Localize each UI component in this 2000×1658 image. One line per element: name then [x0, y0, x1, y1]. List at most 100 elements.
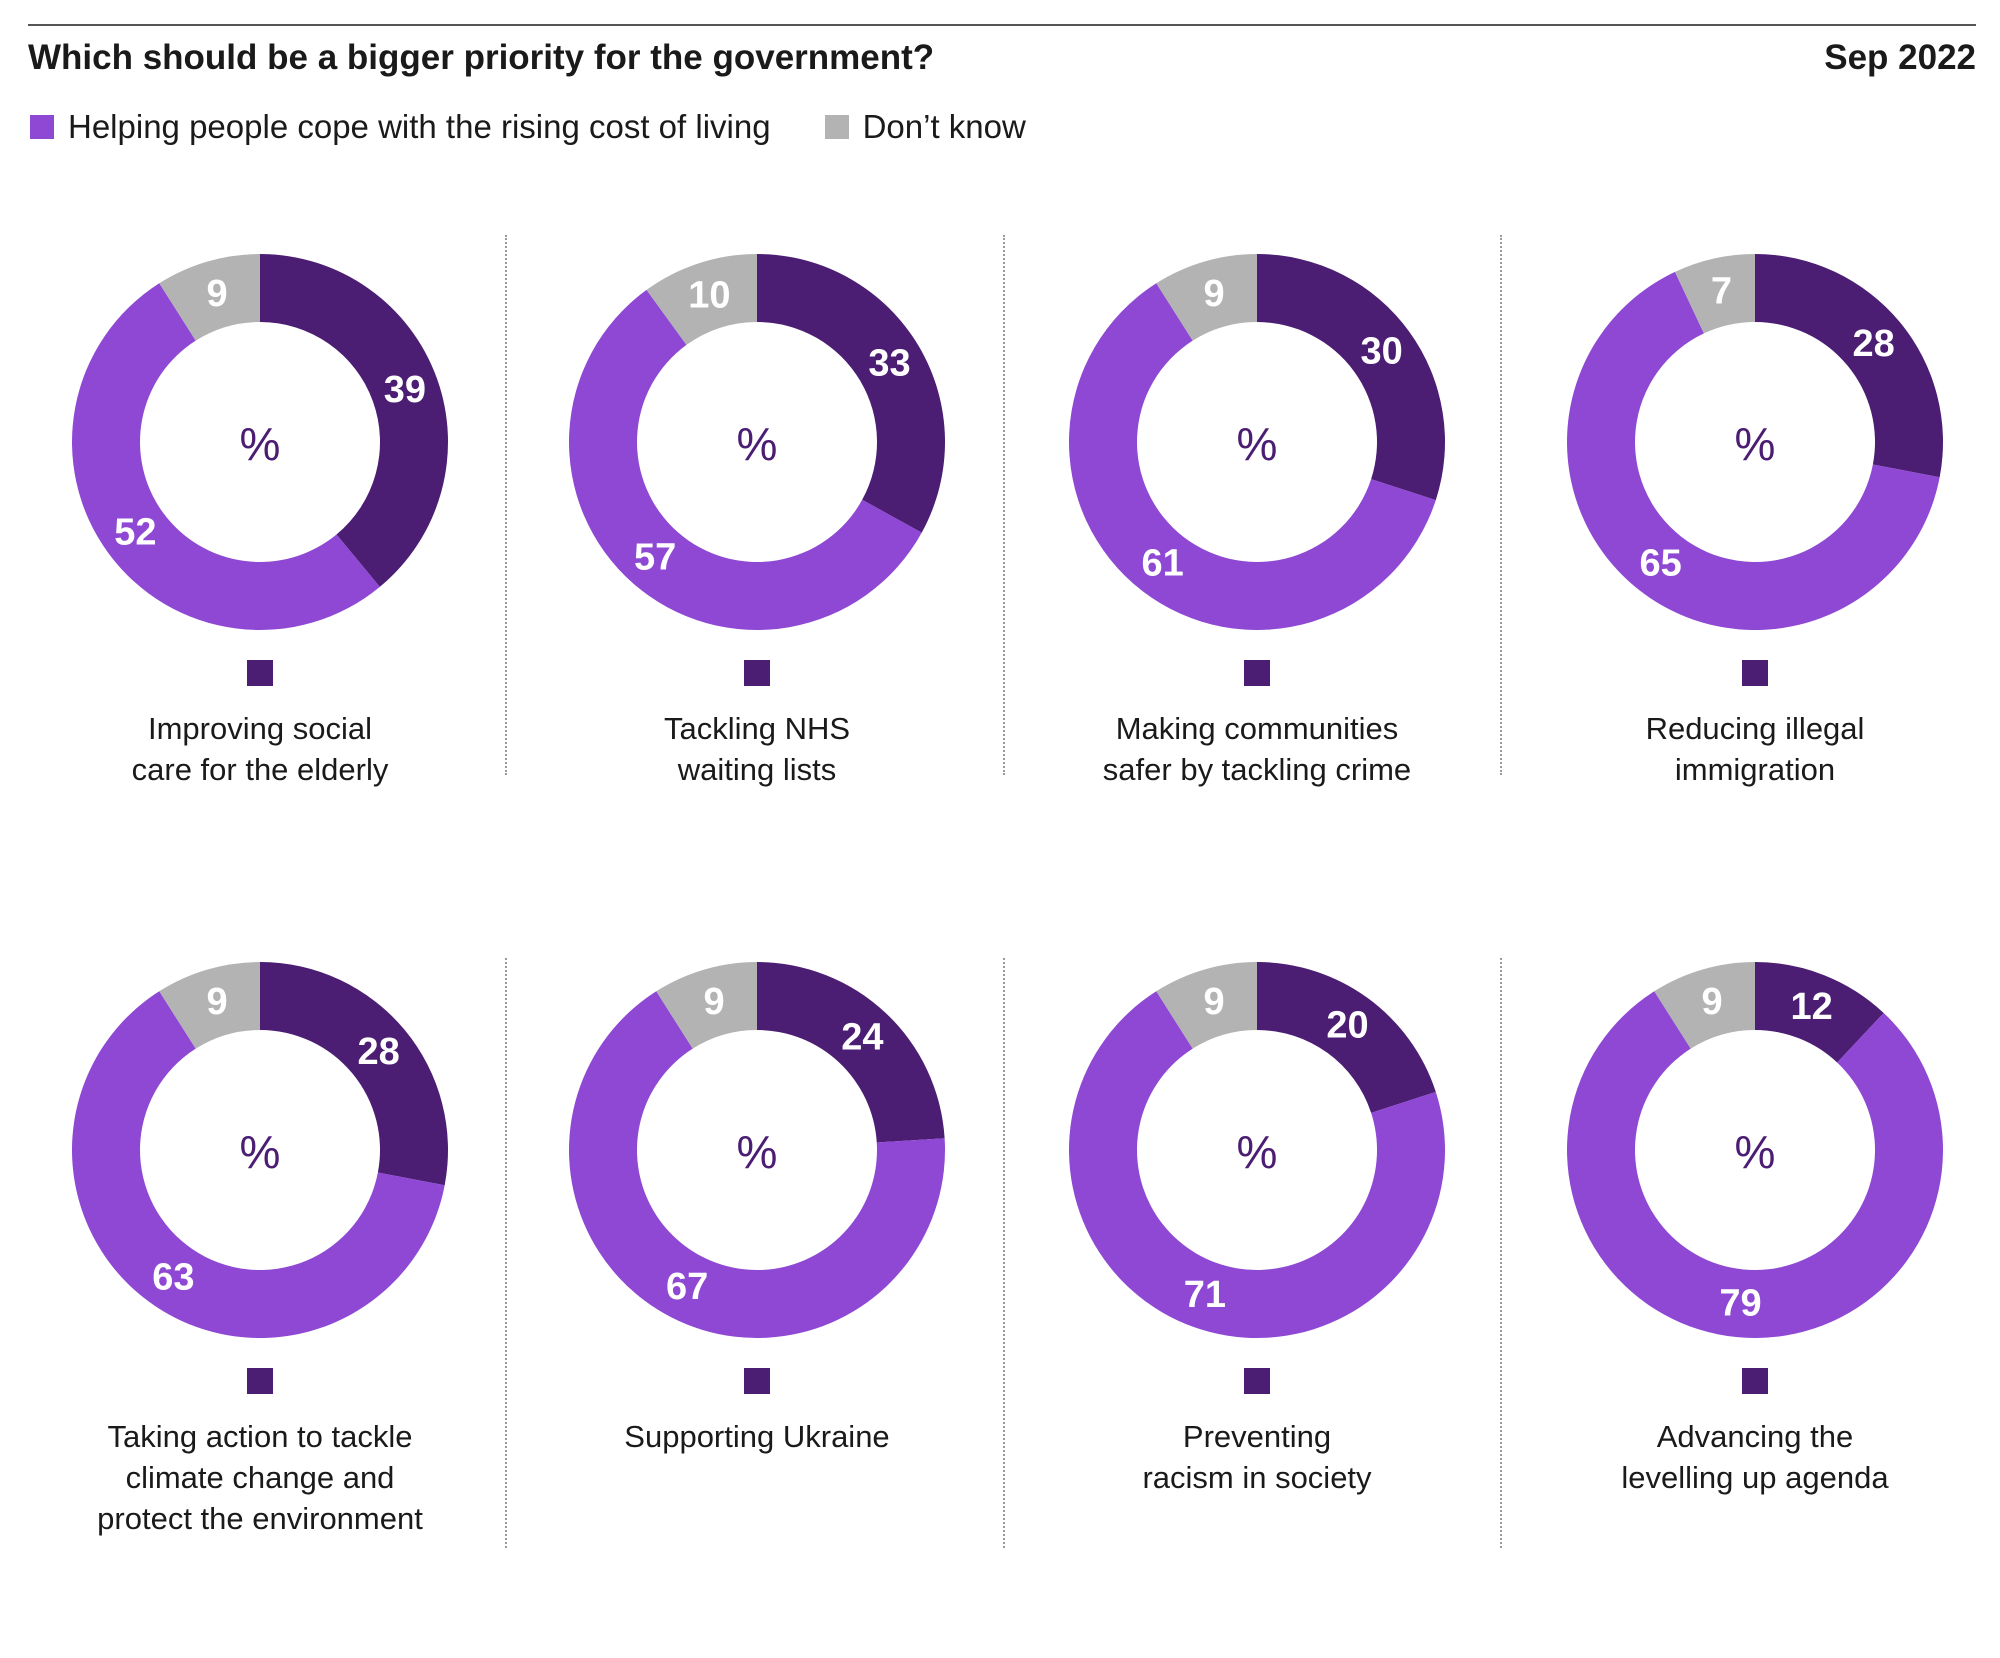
- category-label-line: racism in society: [1142, 1460, 1372, 1495]
- category-label-line: levelling up agenda: [1621, 1460, 1889, 1495]
- legend-label-dont-know: Don’t know: [862, 108, 1026, 145]
- category-label-line: Preventing: [1182, 1419, 1332, 1454]
- data-label-cost-of-living: 65: [1639, 543, 1681, 585]
- chart-date: Sep 2022: [1824, 38, 1976, 77]
- donut-segment-alternative: [1755, 254, 1943, 478]
- percent-symbol: %: [240, 1126, 281, 1178]
- donut-segment-dont-know: [159, 962, 260, 1049]
- data-label-cost-of-living: 52: [114, 512, 156, 554]
- donut-segment-alternative: [260, 254, 449, 587]
- data-label-alternative: 30: [1360, 330, 1402, 372]
- donut-segment-dont-know: [159, 254, 260, 341]
- data-label-alternative: 39: [384, 369, 426, 411]
- column-divider: [1500, 958, 1502, 1548]
- category-marker: [744, 1368, 770, 1394]
- data-label-cost-of-living: 61: [1141, 543, 1183, 585]
- legend-item-dont-know: Don’t know: [824, 108, 1026, 146]
- percent-symbol: %: [1735, 418, 1776, 470]
- data-label-alternative: 24: [841, 1017, 883, 1059]
- donut-segment-cost-of-living: [72, 991, 445, 1338]
- donut-svg: 39 52 9%: [72, 254, 449, 630]
- category-label-line: Advancing the: [1656, 1419, 1854, 1454]
- percent-symbol: %: [1735, 1126, 1776, 1178]
- category-marker: [1244, 1368, 1270, 1394]
- donut-segment-dont-know: [1156, 962, 1257, 1049]
- category-marker: [247, 660, 273, 686]
- percent-symbol: %: [1237, 1126, 1278, 1178]
- donut-svg: 33 57 10%: [569, 254, 945, 630]
- category-label: Taking action to tackle climate change an…: [10, 1416, 510, 1539]
- donut-svg: 30 61 9%: [1069, 254, 1445, 630]
- column-divider: [1500, 235, 1502, 775]
- category-label: Advancing the levelling up agenda: [1505, 1416, 2000, 1498]
- category-label-line: safer by tackling crime: [1102, 752, 1412, 787]
- legend: Helping people cope with the rising cost…: [30, 108, 1080, 146]
- data-label-cost-of-living: 57: [634, 537, 676, 579]
- donut-segment-cost-of-living: [569, 991, 945, 1338]
- category-label-line: protect the environment: [97, 1501, 423, 1536]
- legend-swatch-cost-of-living: [30, 115, 54, 139]
- data-label-dont-know: 9: [1203, 981, 1224, 1023]
- legend-item-cost-of-living: Helping people cope with the rising cost…: [30, 108, 771, 146]
- data-label-alternative: 12: [1791, 986, 1833, 1028]
- donut-svg: 28 65 7%: [1567, 254, 1943, 630]
- chart-title: Which should be a bigger priority for th…: [28, 38, 935, 77]
- donut-chart: 33 57 10% Tackling NHS waiting lists: [507, 230, 1007, 950]
- donut-svg: 12 79 9%: [1567, 962, 1943, 1338]
- donut-segment-cost-of-living: [1567, 991, 1943, 1338]
- top-rule: [28, 24, 1976, 26]
- category-marker: [1742, 1368, 1768, 1394]
- category-label-line: Tackling NHS: [663, 711, 851, 746]
- column-divider: [505, 958, 507, 1548]
- column-divider: [1003, 235, 1005, 775]
- category-label-line: Taking action to tackle: [107, 1419, 413, 1454]
- donut-segment-cost-of-living: [72, 283, 380, 630]
- category-marker: [1244, 660, 1270, 686]
- category-marker: [247, 1368, 273, 1394]
- percent-symbol: %: [1237, 418, 1278, 470]
- donut-segment-dont-know: [656, 962, 757, 1049]
- donut-chart: 28 65 7% Reducing illegal immigration: [1505, 230, 2000, 950]
- donut-segment-dont-know: [1654, 962, 1755, 1049]
- data-label-dont-know: 9: [703, 981, 724, 1023]
- donut-chart: 24 67 9% Supporting Ukraine: [507, 938, 1007, 1658]
- percent-symbol: %: [737, 1126, 778, 1178]
- donut-chart: 30 61 9% Making communities safer by tacklin…: [1007, 230, 1507, 950]
- donut-segment-alternative: [757, 962, 945, 1143]
- category-label-line: Reducing illegal: [1645, 711, 1865, 746]
- donut-segment-alternative: [1257, 962, 1436, 1113]
- category-label-line: waiting lists: [677, 752, 837, 787]
- donut-chart: 20 71 9% Preventing racism in society: [1007, 938, 1507, 1658]
- category-label-line: Improving social: [148, 711, 372, 746]
- category-label: Reducing illegal immigration: [1505, 708, 2000, 790]
- data-label-alternative: 28: [358, 1031, 400, 1073]
- donut-chart: 39 52 9% Improving social care for the elder…: [10, 230, 510, 950]
- data-label-dont-know: 7: [1711, 271, 1732, 313]
- data-label-dont-know: 9: [1701, 981, 1722, 1023]
- data-label-cost-of-living: 71: [1184, 1274, 1226, 1316]
- category-marker: [1742, 660, 1768, 686]
- column-divider: [1003, 958, 1005, 1548]
- donut-segment-dont-know: [646, 254, 757, 345]
- donut-svg: 28 63 9%: [72, 962, 448, 1338]
- category-marker: [744, 660, 770, 686]
- percent-symbol: %: [737, 418, 778, 470]
- data-label-cost-of-living: 67: [666, 1266, 708, 1308]
- data-label-dont-know: 9: [1203, 273, 1224, 315]
- category-label: Supporting Ukraine: [507, 1416, 1007, 1457]
- legend-label-cost-of-living: Helping people cope with the rising cost…: [68, 108, 771, 145]
- donut-chart: 12 79 9% Advancing the levelling up agenda: [1505, 938, 2000, 1658]
- data-label-alternative: 33: [868, 343, 910, 385]
- donut-segment-dont-know: [1674, 254, 1755, 334]
- data-label-alternative: 28: [1853, 323, 1895, 365]
- donut-chart: 28 63 9% Taking action to tackle climate cha…: [10, 938, 510, 1658]
- category-label-line: Making communities: [1115, 711, 1399, 746]
- donut-segment-cost-of-living: [569, 289, 922, 630]
- donut-segment-alternative: [757, 254, 945, 533]
- donut-segment-cost-of-living: [1069, 283, 1436, 630]
- donut-segment-cost-of-living: [1069, 991, 1445, 1338]
- legend-swatch-dont-know: [824, 115, 849, 139]
- donut-segment-alternative: [260, 962, 448, 1186]
- donut-segment-alternative: [1257, 254, 1445, 501]
- donut-svg: 24 67 9%: [569, 962, 945, 1338]
